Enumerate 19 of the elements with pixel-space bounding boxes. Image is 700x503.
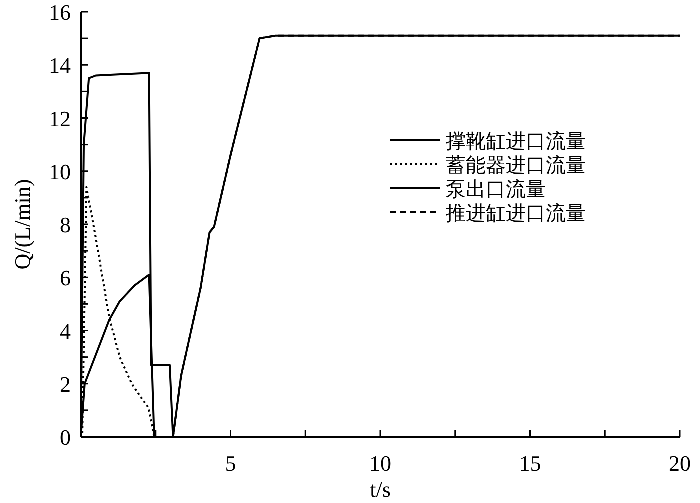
legend-label: 泵出口流量 (446, 179, 546, 201)
x-axis-title: t/s (370, 477, 391, 502)
x-tick-label: 10 (370, 451, 392, 476)
legend-label: 撑靴缸进口流量 (446, 131, 586, 153)
legend-label: 蓄能器进口流量 (446, 155, 586, 177)
y-tick-label: 6 (60, 266, 71, 291)
x-tick-label: 15 (519, 451, 542, 476)
x-tick-label: 5 (225, 451, 236, 476)
y-tick-label: 8 (60, 212, 71, 238)
legend-label: 推进缸进口流量 (446, 203, 586, 225)
y-tick-label: 16 (49, 0, 71, 25)
y-tick-label: 14 (49, 53, 71, 78)
y-tick-label: 4 (60, 318, 71, 344)
y-tick-label: 2 (60, 372, 71, 397)
x-tick-label: 20 (669, 451, 691, 476)
y-tick-label: 10 (49, 159, 71, 184)
y-tick-label: 0 (60, 425, 71, 450)
y-axis-title: Q/(L/min) (10, 179, 35, 270)
y-tick-label: 12 (49, 106, 71, 132)
